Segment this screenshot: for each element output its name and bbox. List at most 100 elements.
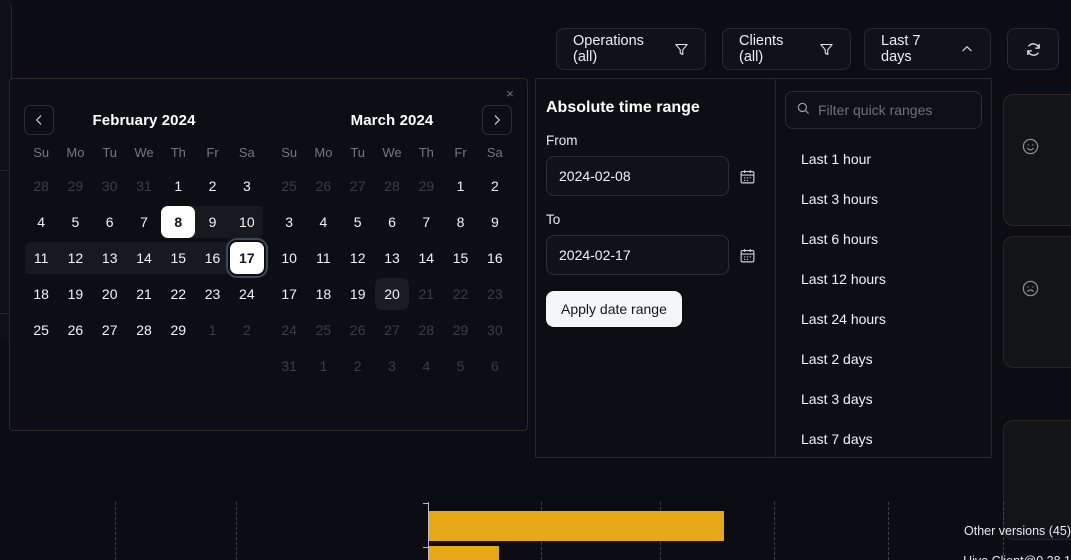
calendar-day-cell[interactable]: 1 bbox=[443, 169, 477, 203]
calendar-day-cell[interactable]: 25 bbox=[24, 313, 58, 347]
background-card-negative[interactable] bbox=[1003, 236, 1071, 368]
calendar-day-cell[interactable]: 13 bbox=[91, 241, 129, 275]
calendar-day-cell[interactable]: 7 bbox=[127, 205, 161, 239]
calendar-day-cell[interactable]: 2 bbox=[195, 169, 229, 203]
calendar-day-cell[interactable]: 20 bbox=[93, 277, 127, 311]
calendar-day-cell[interactable]: 28 bbox=[24, 169, 58, 203]
calendar-day-cell[interactable]: 18 bbox=[306, 277, 340, 311]
calendar-icon[interactable] bbox=[739, 247, 756, 264]
calendar-day-cell[interactable]: 10 bbox=[272, 241, 306, 275]
calendar-day-cell[interactable]: 17 bbox=[272, 277, 306, 311]
calendar-day-cell[interactable]: 6 bbox=[93, 205, 127, 239]
quick-range-item[interactable]: Last 7 days bbox=[801, 431, 873, 447]
calendar-day-cell[interactable]: 1 bbox=[161, 169, 195, 203]
calendar-day-cell[interactable]: 4 bbox=[409, 349, 443, 383]
calendar-day-cell[interactable]: 7 bbox=[409, 205, 443, 239]
from-date-input[interactable] bbox=[546, 156, 729, 196]
calendar-day-cell[interactable]: 13 bbox=[375, 241, 409, 275]
calendar-day-cell[interactable]: 23 bbox=[478, 277, 512, 311]
calendar-day-cell[interactable]: 20 bbox=[374, 277, 409, 311]
calendar-day-cell[interactable]: 26 bbox=[306, 169, 340, 203]
calendar-day-cell[interactable]: 1 bbox=[195, 313, 229, 347]
calendar-day-cell[interactable]: 29 bbox=[58, 169, 92, 203]
calendar-day-cell[interactable]: 2 bbox=[341, 349, 375, 383]
calendar-day-cell[interactable]: 30 bbox=[478, 313, 512, 347]
next-month-button[interactable] bbox=[482, 105, 512, 135]
quick-range-item[interactable]: Last 12 hours bbox=[801, 271, 886, 287]
calendar-day-cell[interactable]: 31 bbox=[272, 349, 306, 383]
calendar-day-cell[interactable]: 27 bbox=[341, 169, 375, 203]
to-date-input[interactable] bbox=[546, 235, 729, 275]
calendar-day-cell[interactable]: 28 bbox=[127, 313, 161, 347]
quick-range-item[interactable]: Last 6 hours bbox=[801, 231, 879, 247]
calendar-icon[interactable] bbox=[739, 168, 756, 185]
quick-ranges-filter-input[interactable] bbox=[818, 102, 999, 118]
calendar-day-cell[interactable]: 25 bbox=[272, 169, 306, 203]
time-range-button[interactable]: Last 7 days bbox=[864, 28, 991, 70]
calendar-day-cell[interactable]: 15 bbox=[160, 241, 197, 275]
calendar-day-cell[interactable]: 31 bbox=[127, 169, 161, 203]
calendar-day-cell[interactable]: 9 bbox=[194, 205, 231, 239]
calendar-day-cell[interactable]: 8 bbox=[161, 205, 197, 239]
quick-range-item[interactable]: Last 1 hour bbox=[801, 151, 872, 167]
calendar-day-cell[interactable]: 9 bbox=[478, 205, 512, 239]
calendar-day-cell[interactable]: 27 bbox=[375, 313, 409, 347]
refresh-button[interactable] bbox=[1007, 28, 1059, 70]
operations-filter-button[interactable]: Operations (all) bbox=[556, 28, 706, 70]
quick-range-item[interactable]: Last 24 hours bbox=[801, 311, 886, 327]
calendar-day-cell[interactable]: 5 bbox=[443, 349, 477, 383]
calendar-day-cell[interactable]: 12 bbox=[57, 241, 94, 275]
calendar-day-cell[interactable]: 2 bbox=[230, 313, 264, 347]
calendar-day-cell[interactable]: 4 bbox=[24, 205, 58, 239]
calendar-day-cell[interactable]: 29 bbox=[161, 313, 195, 347]
calendar-day-cell[interactable]: 11 bbox=[306, 241, 340, 275]
apply-date-range-button[interactable]: Apply date range bbox=[546, 291, 682, 327]
calendar-day-cell[interactable]: 29 bbox=[409, 169, 443, 203]
calendar-day-cell[interactable]: 21 bbox=[409, 277, 443, 311]
calendar-day-cell[interactable]: 22 bbox=[161, 277, 195, 311]
calendar-day-cell[interactable]: 6 bbox=[375, 205, 409, 239]
calendar-day-cell[interactable]: 27 bbox=[93, 313, 127, 347]
calendar-day-cell[interactable]: 5 bbox=[58, 205, 92, 239]
quick-ranges-filter-box[interactable] bbox=[785, 91, 999, 129]
calendar-day-cell[interactable]: 24 bbox=[230, 277, 264, 311]
calendar-day-cell[interactable]: 24 bbox=[272, 313, 306, 347]
calendar-day-cell[interactable]: 26 bbox=[58, 313, 92, 347]
calendar-day-cell[interactable]: 10 bbox=[228, 205, 264, 239]
calendar-day-cell[interactable]: 21 bbox=[127, 277, 161, 311]
calendar-day-cell[interactable]: 3 bbox=[375, 349, 409, 383]
clients-filter-button[interactable]: Clients (all) bbox=[722, 28, 851, 70]
calendar-day-cell[interactable]: 28 bbox=[375, 169, 409, 203]
quick-range-item[interactable]: Last 2 days bbox=[801, 351, 873, 367]
quick-range-item[interactable]: Last 3 days bbox=[801, 391, 873, 407]
calendar-day-cell[interactable]: 14 bbox=[409, 241, 443, 275]
calendar-day-cell[interactable]: 16 bbox=[478, 241, 512, 275]
prev-month-button[interactable] bbox=[24, 105, 54, 135]
calendar-day-cell[interactable]: 12 bbox=[341, 241, 375, 275]
calendar-day-cell[interactable]: 29 bbox=[443, 313, 477, 347]
calendar-day-cell[interactable]: 11 bbox=[24, 241, 60, 275]
background-card-positive[interactable] bbox=[1003, 94, 1071, 226]
calendar-day-cell[interactable]: 15 bbox=[443, 241, 477, 275]
calendar-day-cell[interactable]: 22 bbox=[443, 277, 477, 311]
calendar-day-cell[interactable]: 8 bbox=[443, 205, 477, 239]
calendar-day-cell[interactable]: 19 bbox=[341, 277, 375, 311]
quick-range-item[interactable]: Last 3 hours bbox=[801, 191, 879, 207]
calendar-day-cell[interactable]: 1 bbox=[306, 349, 340, 383]
calendar-day-cell[interactable]: 17 bbox=[228, 241, 264, 275]
calendar-day-cell[interactable]: 18 bbox=[24, 277, 58, 311]
calendar-day-cell[interactable]: 4 bbox=[306, 205, 340, 239]
calendar-day-cell[interactable]: 14 bbox=[125, 241, 163, 275]
calendar-day-cell[interactable]: 3 bbox=[272, 205, 306, 239]
calendar-day-cell[interactable]: 30 bbox=[93, 169, 127, 203]
calendar-day-cell[interactable]: 3 bbox=[230, 169, 264, 203]
calendar-day-cell[interactable]: 23 bbox=[195, 277, 229, 311]
calendar-day-cell[interactable]: 28 bbox=[409, 313, 443, 347]
calendar-day-cell[interactable]: 2 bbox=[478, 169, 512, 203]
calendar-day-cell[interactable]: 25 bbox=[306, 313, 340, 347]
calendar-day-cell[interactable]: 26 bbox=[341, 313, 375, 347]
calendar-day-cell[interactable]: 5 bbox=[341, 205, 375, 239]
close-icon[interactable]: × bbox=[506, 86, 514, 101]
calendar-day-cell[interactable]: 16 bbox=[194, 241, 231, 275]
background-card-third[interactable] bbox=[1003, 420, 1071, 540]
